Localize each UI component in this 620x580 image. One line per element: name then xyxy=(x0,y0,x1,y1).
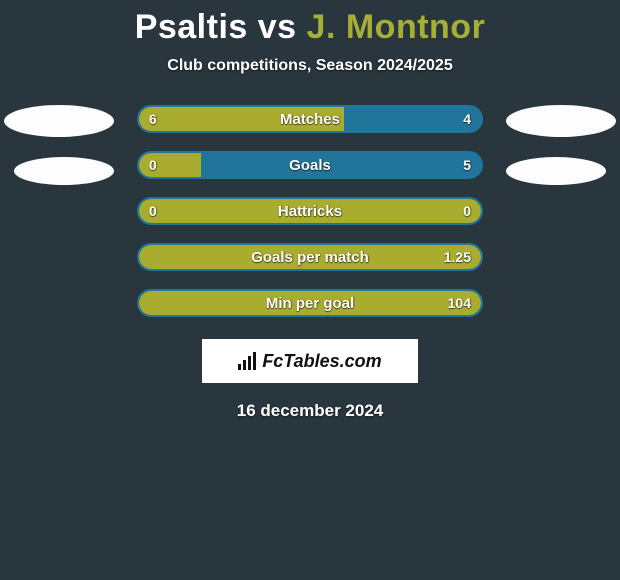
title-player2: J. Montnor xyxy=(307,8,486,46)
stat-bar-mpg: Min per goal 104 xyxy=(137,289,483,317)
stat-bar-goals: 0 Goals 5 xyxy=(137,151,483,179)
stat-right-value: 4 xyxy=(463,107,471,131)
player1-badge-top xyxy=(4,105,114,137)
page-title: Psaltis vs J. Montnor xyxy=(0,8,620,47)
title-vs: vs xyxy=(258,8,297,46)
comparison-page: Psaltis vs J. Montnor Club competitions,… xyxy=(0,0,620,580)
stat-fill xyxy=(139,107,344,131)
date-label: 16 december 2024 xyxy=(0,401,620,421)
brand-text: FcTables.com xyxy=(262,351,381,372)
player2-badge-bottom xyxy=(506,157,606,185)
stat-fill xyxy=(139,153,201,177)
stat-fill xyxy=(139,291,481,315)
player1-badge-bottom xyxy=(14,157,114,185)
fctables-logo-icon xyxy=(238,352,256,370)
stat-bars: 6 Matches 4 0 Goals 5 0 Hattricks 0 Goal… xyxy=(137,105,483,317)
brand-box[interactable]: FcTables.com xyxy=(202,339,418,383)
stat-right-value: 5 xyxy=(463,153,471,177)
subtitle: Club competitions, Season 2024/2025 xyxy=(0,57,620,75)
stat-bar-matches: 6 Matches 4 xyxy=(137,105,483,133)
stat-bar-hattricks: 0 Hattricks 0 xyxy=(137,197,483,225)
title-player1: Psaltis xyxy=(135,8,248,46)
stat-bar-gpm: Goals per match 1.25 xyxy=(137,243,483,271)
stat-fill xyxy=(139,245,481,269)
player2-badge-top xyxy=(506,105,616,137)
content-area: 6 Matches 4 0 Goals 5 0 Hattricks 0 Goal… xyxy=(0,105,620,421)
stat-fill xyxy=(139,199,481,223)
